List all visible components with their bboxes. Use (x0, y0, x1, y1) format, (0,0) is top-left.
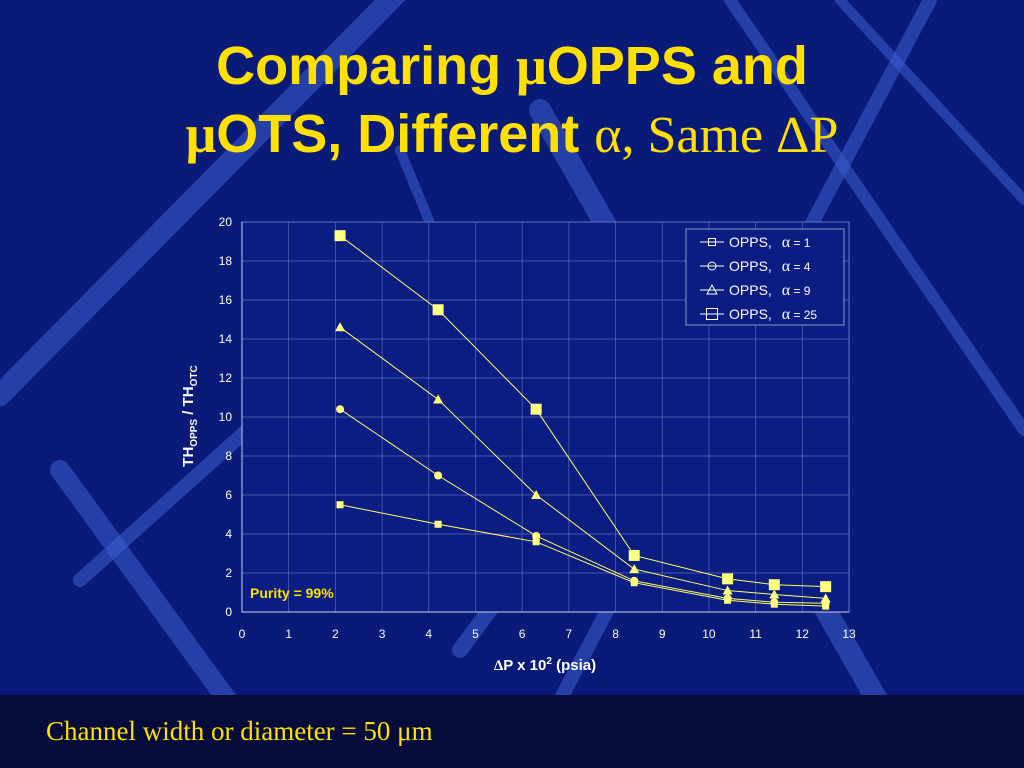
x-tick-label: 10 (702, 627, 716, 641)
title-line2-a: OTS, Different (216, 104, 595, 164)
legend-marker (706, 308, 718, 320)
title-line2-mu: μ (185, 104, 217, 164)
series-3-point (531, 490, 542, 499)
legend-alpha: α (782, 234, 791, 251)
series-3-point (769, 589, 780, 599)
title-line-1: Comparing μOPPS and (0, 32, 1024, 100)
series-2-point (630, 576, 639, 585)
series-1-point (532, 538, 540, 546)
x-tick-label: 9 (659, 627, 666, 641)
legend-prefix: OPPS, (729, 306, 776, 322)
series-3-point (433, 394, 444, 404)
ylabel-sub2: OTC (189, 365, 200, 387)
x-tick-label: 7 (566, 627, 573, 641)
y-tick-label: 8 (225, 449, 232, 463)
x-tick-label: 8 (612, 627, 619, 641)
legend-suffix: = 4 (790, 260, 811, 274)
x-tick-label: 0 (239, 627, 246, 641)
legend-prefix: OPPS, (729, 234, 776, 250)
legend-alpha: α (782, 282, 791, 299)
y-tick-label: 4 (225, 527, 232, 541)
x-tick-label: 2 (332, 627, 339, 641)
title-line2-serif: α, Same ΔP (594, 107, 839, 164)
series-4-point (432, 304, 444, 316)
title-line1-mu: μ (516, 36, 547, 96)
y-tick-label: 18 (219, 254, 233, 268)
x-tick-label: 5 (472, 627, 479, 641)
y-tick-label: 2 (225, 566, 232, 580)
series-3-point (722, 585, 733, 595)
series-4-point (530, 403, 542, 415)
y-tick-label: 6 (225, 488, 232, 502)
series-4-point (820, 581, 832, 593)
legend-marker (707, 261, 717, 271)
series-2-point (770, 598, 779, 607)
xlabel-unit: (psia) (551, 657, 597, 674)
legend-prefix: OPPS, (729, 258, 776, 274)
x-tick-label: 6 (519, 627, 526, 641)
x-tick-label: 11 (749, 627, 762, 641)
legend-marker (708, 238, 716, 246)
title-line1-a: Comparing (216, 36, 517, 96)
series-3-point (335, 322, 346, 332)
legend-marker (706, 283, 718, 295)
y-tick-label: 14 (219, 332, 233, 346)
x-tick-label: 12 (796, 627, 810, 641)
purity-annotation: Purity = 99% (250, 585, 334, 601)
y-tick-label: 10 (219, 410, 233, 424)
legend-prefix: OPPS, (729, 282, 776, 298)
legend-entry: OPPS, α = 25 (729, 306, 817, 323)
ylabel-sub1: OPPS (189, 418, 200, 447)
series-2-point (723, 594, 732, 603)
series-4-point (722, 573, 734, 585)
legend-entry: OPPS, α = 1 (729, 234, 811, 251)
y-tick-label: 16 (219, 293, 233, 307)
legend-alpha: α (782, 258, 791, 275)
title-line1-b: OPPS and (546, 36, 808, 96)
title-line-2: μOTS, Different α, Same ΔP (0, 100, 1024, 170)
x-tick-label: 3 (379, 627, 386, 641)
slide-title: Comparing μOPPS and μOTS, Different α, S… (0, 32, 1024, 170)
series-4-point (334, 230, 346, 242)
footer-band (0, 695, 1024, 768)
series-3-point (820, 593, 831, 603)
series-1-point (336, 501, 344, 509)
x-tick-label: 1 (285, 627, 292, 641)
ylabel-a: TH (180, 446, 197, 467)
x-axis-label: ΔP x 102 (psia) (494, 656, 596, 675)
y-tick-label: 0 (225, 605, 232, 619)
y-tick-label: 12 (219, 371, 233, 385)
series-2-point (434, 471, 443, 480)
y-axis-label: THOPPS / THOTC (180, 365, 200, 466)
legend-suffix: = 1 (790, 236, 811, 250)
series-2-point (336, 405, 345, 414)
series-1-point (434, 520, 442, 528)
legend-suffix: = 9 (790, 284, 811, 298)
ylabel-b: / TH (180, 386, 197, 419)
y-tick-label: 20 (219, 215, 233, 229)
series-3-point (629, 564, 640, 574)
legend-entry: OPPS, α = 9 (729, 282, 811, 299)
x-tick-label: 4 (425, 627, 432, 641)
series-2-point (532, 531, 541, 540)
xlabel-delta: Δ (493, 658, 504, 674)
series-4-point (768, 579, 780, 591)
x-tick-label: 13 (842, 627, 856, 641)
footer-caption: Channel width or diameter = 50 μm (46, 716, 433, 746)
xlabel-main: P x 10 (503, 657, 547, 674)
legend-suffix: = 25 (790, 308, 817, 322)
legend-alpha: α (782, 306, 791, 323)
series-4-point (628, 549, 640, 561)
xlabel-sup: 2 (546, 656, 552, 667)
legend-entry: OPPS, α = 4 (729, 258, 811, 275)
